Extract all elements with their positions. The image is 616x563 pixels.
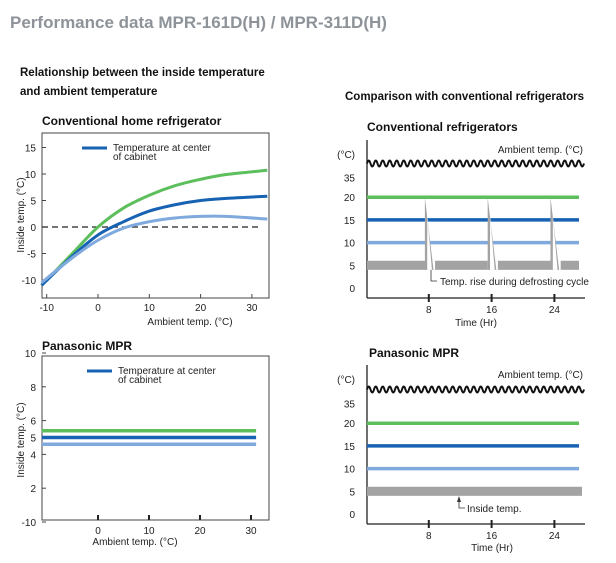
y-tick-label: 5 — [349, 261, 355, 272]
defrost-spike — [550, 197, 560, 270]
y-tick-label: -10 — [22, 276, 37, 287]
y-tick-label: 8 — [30, 383, 36, 394]
x-tick-label: 10 — [143, 526, 155, 537]
defrost-spike-gap — [552, 215, 558, 270]
chart-title: Panasonic MPR — [42, 339, 132, 353]
x-axis-label: Ambient temp. (°C) — [147, 317, 232, 328]
defrost-spike-gap — [490, 215, 495, 270]
chart-panasonic-ambient: Panasonic MPR Temperature at center of c… — [16, 339, 270, 548]
legend-label: Temperature at center — [113, 143, 211, 154]
y-tick-label: 0 — [349, 510, 355, 521]
legend-label: of cabinet — [118, 375, 162, 386]
x-tick-label: 10 — [144, 303, 156, 314]
defrost-spike — [424, 197, 434, 270]
y-axis-label: Inside temp. (°C) — [16, 177, 27, 252]
y-tick-label: 35 — [344, 174, 356, 185]
inside-temp-band — [435, 260, 488, 270]
x-tick-label: 8 — [426, 305, 432, 316]
x-axis-label: Time (Hr) — [471, 543, 513, 554]
y-tick-label: 10 — [25, 349, 37, 360]
ambient-wave-line — [366, 385, 585, 394]
annotation-arrow — [430, 265, 437, 282]
ambient-wave-line — [366, 159, 585, 168]
series-line-blue — [40, 194, 268, 287]
right-heading: Comparison with conventional refrigerato… — [345, 91, 584, 103]
y-tick-label: 15 — [344, 442, 356, 453]
y-axis-label: Inside temp. (°C) — [16, 402, 27, 477]
y-tick-label: 10 — [344, 465, 356, 476]
y-tick-label: 35 — [344, 400, 356, 411]
y-tick-label: 15 — [344, 216, 356, 227]
y-tick-label: -10 — [22, 518, 37, 529]
annotation: Inside temp. — [467, 504, 521, 515]
x-tick-label: -10 — [39, 303, 54, 314]
legend-label: of cabinet — [113, 152, 157, 163]
chart-conventional-home: Conventional home refrigerator Temperatu… — [16, 114, 270, 328]
y-unit: (°C) — [337, 150, 355, 161]
y-tick-label: 15 — [25, 144, 37, 155]
x-axis-label: Time (Hr) — [455, 318, 497, 329]
chart-title: Conventional home refrigerator — [42, 114, 222, 128]
x-tick-label: 30 — [245, 526, 257, 537]
inside-temp-band — [497, 260, 551, 270]
y-tick-label: 10 — [344, 239, 356, 250]
y-unit: (°C) — [337, 375, 355, 386]
x-tick-label: 16 — [486, 305, 498, 316]
x-tick-label: 16 — [486, 531, 498, 542]
x-tick-label: 24 — [549, 531, 561, 542]
x-axis-label: Ambient temp. (°C) — [92, 537, 177, 548]
y-tick-label: 2 — [30, 484, 36, 495]
defrost-spike-gap — [427, 215, 432, 270]
x-tick-label: 0 — [95, 303, 101, 314]
inside-temp-band — [560, 260, 579, 270]
ambient-label: Ambient temp. (°C) — [498, 370, 583, 381]
left-heading-line2: and ambient temperature — [20, 86, 157, 98]
y-tick-label: 5 — [30, 197, 36, 208]
legend-label: Temperature at center — [118, 366, 216, 377]
y-tick-label: -5 — [27, 250, 36, 261]
x-tick-label: 8 — [426, 531, 432, 542]
chart-conventional-time: Conventional refrigerators Ambient temp.… — [337, 120, 589, 329]
y-tick-label: 0 — [30, 223, 36, 234]
series-line-light_blue — [40, 214, 268, 284]
y-tick-label: 20 — [344, 193, 356, 204]
y-tick-label: 5 — [349, 487, 355, 498]
left-heading-line1: Relationship between the inside temperat… — [20, 67, 265, 79]
y-tick-label: 4 — [30, 450, 36, 461]
annotation: Temp. rise during defrosting cycle — [440, 277, 589, 288]
y-tick-label: 6 — [30, 417, 36, 428]
inside-temp-band — [367, 486, 582, 496]
x-tick-label: 0 — [95, 526, 101, 537]
x-tick-label: 24 — [549, 305, 561, 316]
x-tick-label: 30 — [246, 303, 258, 314]
y-tick-label: 20 — [344, 419, 356, 430]
defrost-spike — [487, 197, 497, 270]
ambient-label: Ambient temp. (°C) — [498, 145, 583, 156]
chart-title: Conventional refrigerators — [367, 120, 518, 134]
chart-panasonic-time: Panasonic MPR Ambient temp. (°C) (°C) Ti… — [337, 346, 585, 554]
series-line-green — [40, 168, 268, 287]
plot-frame — [41, 132, 270, 299]
inside-temp-band — [367, 260, 426, 270]
x-tick-label: 20 — [194, 526, 206, 537]
y-tick-label: 10 — [25, 170, 37, 181]
y-tick-label: 5 — [30, 434, 36, 445]
chart-title: Panasonic MPR — [369, 346, 459, 360]
page-title: Performance data MPR-161D(H) / MPR-311D(… — [10, 13, 387, 32]
x-tick-label: 20 — [195, 303, 207, 314]
arrow-head-icon — [457, 496, 461, 502]
y-tick-label: 0 — [349, 284, 355, 295]
